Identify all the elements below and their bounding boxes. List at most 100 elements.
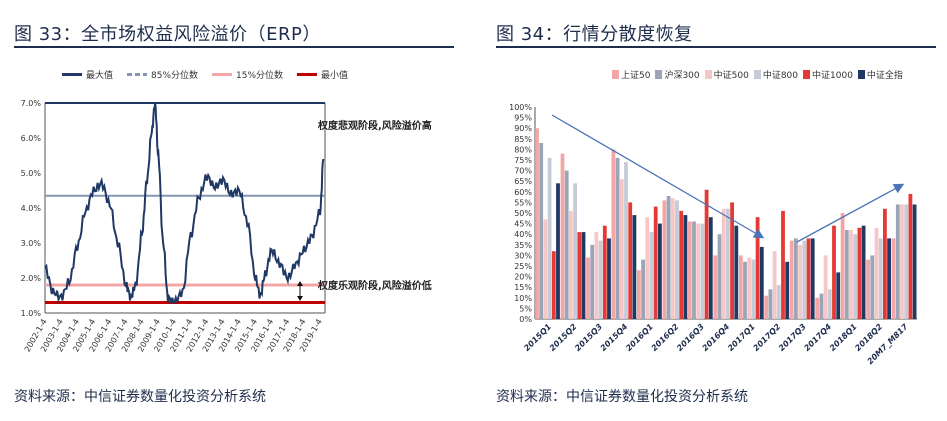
bar-3	[827, 289, 832, 319]
bar-2	[874, 227, 879, 319]
bar-5	[683, 215, 688, 319]
left-title-rule	[14, 46, 454, 48]
annotation-low: 权度乐观阶段,风险溢价低	[317, 279, 432, 292]
y-tick-label: 85%	[514, 135, 532, 144]
bar-4	[653, 206, 658, 319]
bar-1	[895, 204, 900, 319]
bar-3	[878, 238, 883, 319]
bar-5	[912, 204, 917, 319]
y-tick-label: 65%	[514, 177, 532, 186]
y-tick-label: 6.0%	[21, 134, 42, 143]
y-tick-label: 25%	[514, 262, 532, 271]
bar-4	[883, 208, 887, 319]
bar-2	[772, 251, 777, 319]
y-tick-label: 5%	[519, 304, 532, 313]
bar-4	[577, 232, 582, 319]
bar-5	[556, 183, 560, 319]
bar-2	[900, 204, 904, 319]
bar-1	[692, 221, 696, 319]
y-tick-label: 45%	[514, 220, 532, 229]
right-source: 资料来源：中信证券数量化投资分析系统	[496, 389, 748, 405]
y-tick-label: 3.0%	[21, 239, 42, 248]
bar-1	[666, 196, 671, 319]
trend-arrow-down	[551, 114, 765, 239]
bar-0	[764, 295, 769, 319]
bar-3	[700, 223, 705, 319]
y-tick-label: 70%	[514, 167, 532, 176]
bar-5	[810, 238, 815, 319]
legend-item-zz800: 中证800	[753, 68, 798, 81]
left-source: 资料来源：中信证券数量化投资分析系统	[14, 389, 266, 405]
left-legend: 最大值 85%分位数 15%分位数 最小值	[62, 68, 362, 81]
bar-3	[853, 234, 858, 319]
legend-item-zz500: 中证500	[704, 68, 749, 81]
bar-1	[819, 293, 824, 319]
y-tick-label: 35%	[514, 241, 532, 250]
bar-5	[581, 232, 586, 319]
legend-item-zzqz: 中证全指	[857, 68, 903, 81]
bar-5	[887, 238, 891, 319]
bar-2	[747, 257, 752, 319]
y-tick-label: 75%	[514, 156, 532, 165]
right-legend: 上证50 沪深300 中证500 中证800 中证1000 中证全指	[612, 68, 908, 81]
bar-5	[632, 215, 637, 319]
right-chart-title: 图 34：行情分散度恢复	[496, 24, 693, 45]
bar-5	[759, 246, 764, 319]
legend-item-sz50: 上证50	[612, 68, 650, 81]
bar-1	[743, 261, 747, 319]
bar-0	[866, 259, 870, 319]
bar-0	[611, 149, 616, 319]
y-tick-label: 2.0%	[21, 274, 42, 283]
bar-0	[535, 128, 539, 319]
bar-0	[637, 270, 641, 319]
erp-series-line	[44, 102, 325, 304]
bar-3	[776, 285, 781, 319]
bar-2	[594, 232, 599, 319]
bar-0	[891, 238, 896, 319]
bar-5	[658, 223, 662, 319]
bar-4	[730, 202, 734, 319]
y-tick-label: 20%	[514, 273, 532, 282]
bar-4	[602, 225, 607, 319]
left-chart-title: 图 33：全市场权益风险溢价（ERP）	[14, 24, 321, 45]
right-title-rule	[496, 46, 936, 48]
bar-5	[836, 272, 841, 319]
bar-2	[696, 223, 701, 319]
bar-5	[734, 225, 739, 319]
bar-2	[823, 255, 828, 319]
annotation-high: 权度悲观阶段,风险溢价高	[317, 119, 432, 132]
bar-1	[768, 289, 773, 319]
y-tick-label: 1.0%	[21, 309, 42, 318]
bar-2	[645, 217, 650, 319]
bar-4	[781, 210, 785, 319]
bar-1	[794, 238, 798, 319]
bar-0	[687, 221, 692, 319]
bar-0	[662, 200, 667, 319]
y-tick-label: 55%	[514, 198, 532, 207]
trend-arrow-up	[796, 183, 905, 243]
y-tick-label: 80%	[514, 145, 532, 154]
erp-line-chart: 1.0%2.0%3.0%4.0%5.0%6.0%7.0%2002-1-42003…	[21, 99, 432, 353]
y-tick-label: 50%	[514, 209, 532, 218]
bar-3	[624, 162, 628, 319]
legend-item-zz1000: 中证1000	[803, 68, 853, 81]
bar-3	[649, 232, 654, 319]
legend-item-max: 最大值	[62, 68, 113, 81]
bar-5	[785, 261, 790, 319]
bar-3	[598, 240, 603, 319]
bar-4	[832, 225, 836, 319]
y-tick-label: 90%	[514, 124, 532, 133]
bar-2	[543, 219, 548, 319]
bar-1	[641, 259, 645, 319]
bar-0	[713, 255, 718, 319]
y-tick-label: 100%	[509, 103, 532, 112]
bar-4	[679, 210, 684, 319]
range-arrow	[297, 281, 303, 301]
legend-item-p85: 85%分位数	[127, 68, 198, 81]
y-tick-label: 7.0%	[21, 99, 42, 108]
bar-3	[675, 200, 679, 319]
bar-0	[840, 213, 845, 319]
y-tick-label: 60%	[514, 188, 532, 197]
bar-4	[628, 202, 633, 319]
bar-1	[590, 244, 595, 319]
